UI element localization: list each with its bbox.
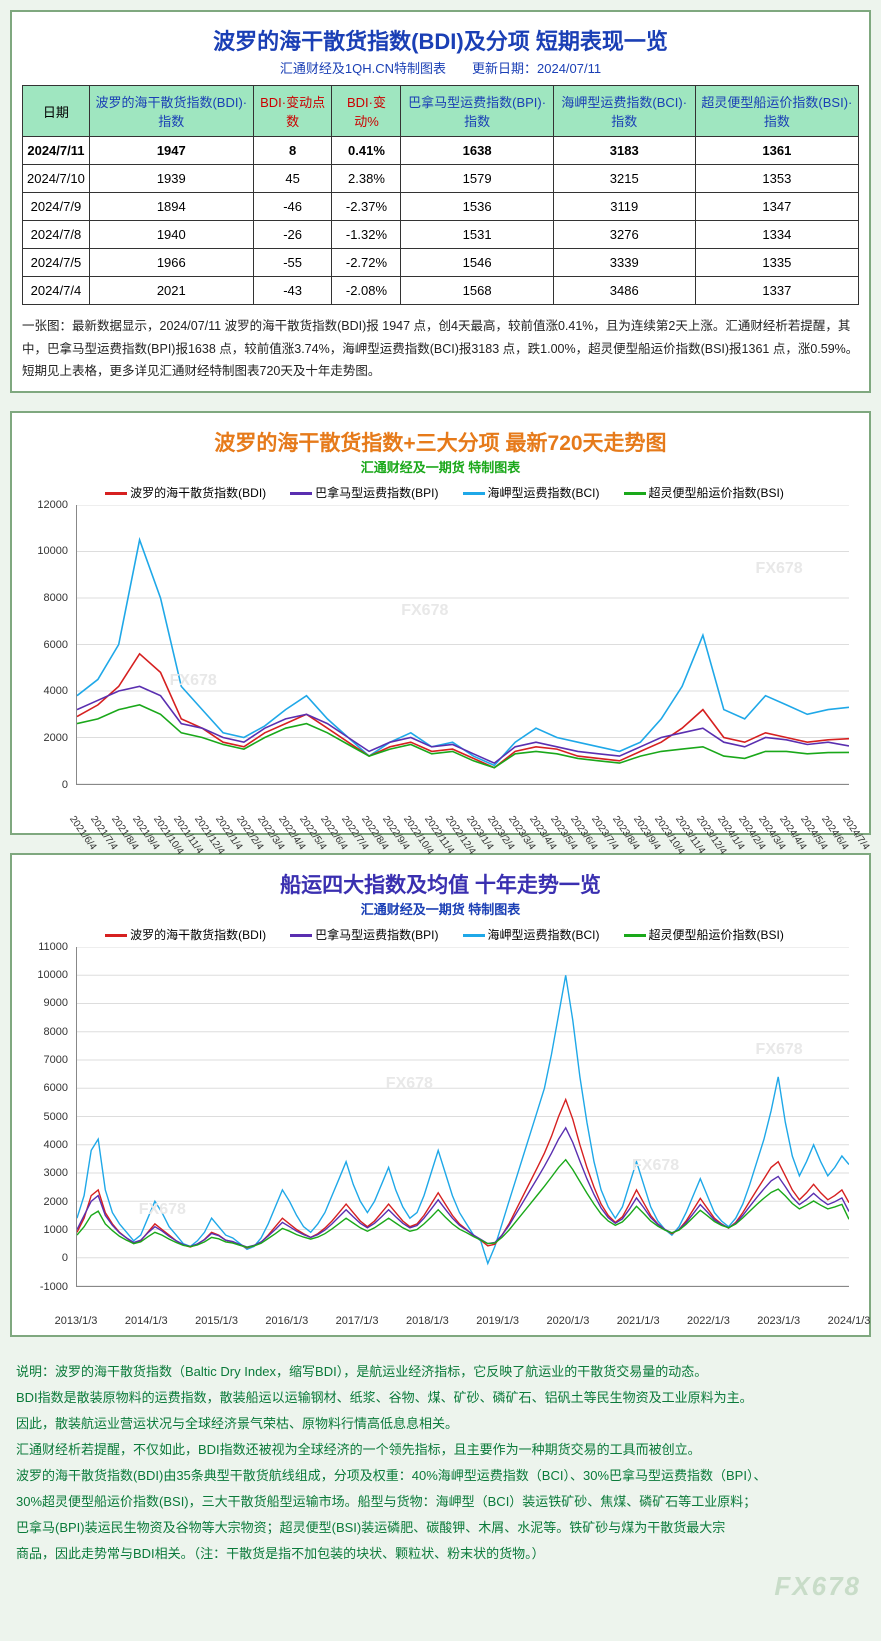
table-row: 2024/7/51966-55-2.72%154633391335 xyxy=(23,249,859,277)
chart-720-area: 020004000600080001000012000 FX678 FX678 … xyxy=(28,505,853,825)
table-header: BDI·变动% xyxy=(332,86,401,137)
table-header: 日期 xyxy=(23,86,90,137)
chart-720-title: 波罗的海干散货指数+三大分项 最新720天走势图 xyxy=(22,427,859,457)
chart-10y-area: -100001000200030004000500060007000800090… xyxy=(28,947,853,1327)
chart-10y-title: 船运四大指数及均值 十年走势一览 xyxy=(22,869,859,899)
legend-item: 海岬型运费指数(BCI) xyxy=(455,928,600,942)
legend-item: 巴拿马型运费指数(BPI) xyxy=(282,928,438,942)
table-header: BDI·变动点数 xyxy=(253,86,332,137)
table-row: 2024/7/81940-26-1.32%153132761334 xyxy=(23,221,859,249)
table-summary: 一张图：最新数据显示，2024/07/11 波罗的海干散货指数(BDI)报 19… xyxy=(22,315,859,383)
chart-10y-subtitle: 汇通财经及一期货 特制图表 xyxy=(22,899,859,918)
legend-item: 海岬型运费指数(BCI) xyxy=(455,486,600,500)
table-header: 波罗的海干散货指数(BDI)·指数 xyxy=(89,86,253,137)
legend-item: 波罗的海干散货指数(BDI) xyxy=(97,486,266,500)
legend-item: 波罗的海干散货指数(BDI) xyxy=(97,928,266,942)
bdi-table: 日期波罗的海干散货指数(BDI)·指数BDI·变动点数BDI·变动%巴拿马型运费… xyxy=(22,85,859,305)
table-header: 海岬型运费指数(BCI)·指数 xyxy=(553,86,695,137)
chart-10y-legend: 波罗的海干散货指数(BDI) 巴拿马型运费指数(BPI) 海岬型运费指数(BCI) 超… xyxy=(22,926,859,943)
chart-720-legend: 波罗的海干散货指数(BDI) 巴拿马型运费指数(BPI) 海岬型运费指数(BCI) 超… xyxy=(22,484,859,501)
table-row: 2024/7/101939452.38%157932151353 xyxy=(23,165,859,193)
legend-item: 超灵便型船运价指数(BSI) xyxy=(616,486,784,500)
fx678-logo: FX678 xyxy=(10,1571,871,1602)
chart-720-panel: 波罗的海干散货指数+三大分项 最新720天走势图 汇通财经及一期货 特制图表 波… xyxy=(10,411,871,835)
table-panel: 波罗的海干散货指数(BDI)及分项 短期表现一览 汇通财经及1QH.CN特制图表… xyxy=(10,10,871,393)
table-header: 巴拿马型运费指数(BPI)·指数 xyxy=(401,86,553,137)
legend-item: 巴拿马型运费指数(BPI) xyxy=(282,486,438,500)
chart-10y-panel: 船运四大指数及均值 十年走势一览 汇通财经及一期货 特制图表 波罗的海干散货指数… xyxy=(10,853,871,1337)
legend-item: 超灵便型船运价指数(BSI) xyxy=(616,928,784,942)
table-title: 波罗的海干散货指数(BDI)及分项 短期表现一览 xyxy=(22,24,859,56)
table-row: 2024/7/11194780.41%163831831361 xyxy=(23,137,859,165)
footer-explanation: 说明：波罗的海干散货指数（Baltic Dry Index，缩写BDI），是航运… xyxy=(10,1355,871,1571)
table-row: 2024/7/91894-46-2.37%153631191347 xyxy=(23,193,859,221)
table-row: 2024/7/42021-43-2.08%156834861337 xyxy=(23,277,859,305)
table-header: 超灵便型船运价指数(BSI)·指数 xyxy=(695,86,858,137)
chart-720-subtitle: 汇通财经及一期货 特制图表 xyxy=(22,457,859,476)
table-subtitle: 汇通财经及1QH.CN特制图表 更新日期：2024/07/11 xyxy=(22,58,859,77)
